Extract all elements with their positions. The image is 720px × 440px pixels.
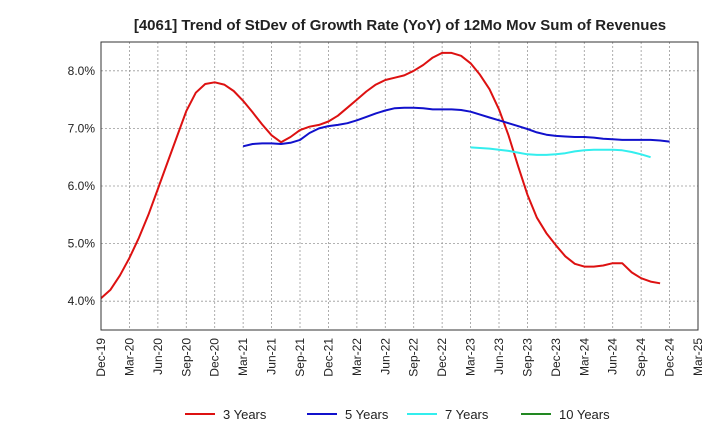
x-tick-label: Mar-21 — [236, 338, 250, 376]
legend-label: 7 Years — [445, 407, 489, 422]
x-tick-label: Mar-20 — [122, 338, 136, 376]
x-tick-label: Sep-20 — [179, 338, 193, 377]
y-axis-ticks: 4.0% 5.0% 6.0% 7.0% 8.0% — [68, 64, 96, 308]
series-line-5-years — [242, 106, 670, 148]
plot-area-frame — [100, 41, 699, 331]
legend-label: 10 Years — [559, 407, 610, 422]
x-tick-label: Jun-23 — [492, 338, 506, 375]
x-tick-label: Dec-24 — [663, 338, 677, 377]
y-tick-label: 8.0% — [68, 64, 96, 78]
x-tick-label: Mar-25 — [691, 338, 705, 376]
x-tick-label: Dec-21 — [321, 338, 335, 377]
x-tick-label: Jun-24 — [606, 338, 620, 375]
x-tick-label: Mar-24 — [577, 338, 591, 376]
legend: 3 Years 5 Years 7 Years 10 Years — [185, 407, 610, 422]
x-tick-label: Jun-20 — [151, 338, 165, 375]
y-tick-label: 4.0% — [68, 294, 96, 308]
x-tick-label: Sep-24 — [634, 338, 648, 377]
y-tick-label: 6.0% — [68, 179, 96, 193]
x-tick-label: Jun-22 — [378, 338, 392, 375]
y-tick-label: 7.0% — [68, 121, 96, 135]
x-tick-label: Mar-22 — [350, 338, 364, 376]
x-tick-label: Sep-22 — [407, 338, 421, 377]
x-tick-label: Sep-21 — [293, 338, 307, 377]
x-tick-label: Dec-23 — [549, 338, 563, 377]
grid-layer — [100, 42, 699, 330]
x-tick-label: Jun-21 — [265, 338, 279, 375]
x-tick-label: Dec-19 — [94, 338, 108, 377]
x-axis-ticks: Dec-19 Mar-20 Jun-20 Sep-20 Dec-20 Mar-21 Jun-… — [94, 338, 705, 377]
series-line-7-years — [470, 146, 651, 159]
x-tick-label: Sep-23 — [520, 338, 534, 377]
legend-label: 5 Years — [345, 407, 389, 422]
x-tick-label: Mar-23 — [464, 338, 478, 376]
x-tick-label: Dec-22 — [435, 338, 449, 377]
legend-label: 3 Years — [223, 407, 267, 422]
series-line-3-years — [100, 51, 661, 300]
x-tick-label: Dec-20 — [208, 338, 222, 377]
chart-title: [4061] Trend of StDev of Growth Rate (Yo… — [134, 17, 666, 34]
series-layer — [100, 51, 670, 300]
y-tick-label: 5.0% — [68, 237, 96, 251]
